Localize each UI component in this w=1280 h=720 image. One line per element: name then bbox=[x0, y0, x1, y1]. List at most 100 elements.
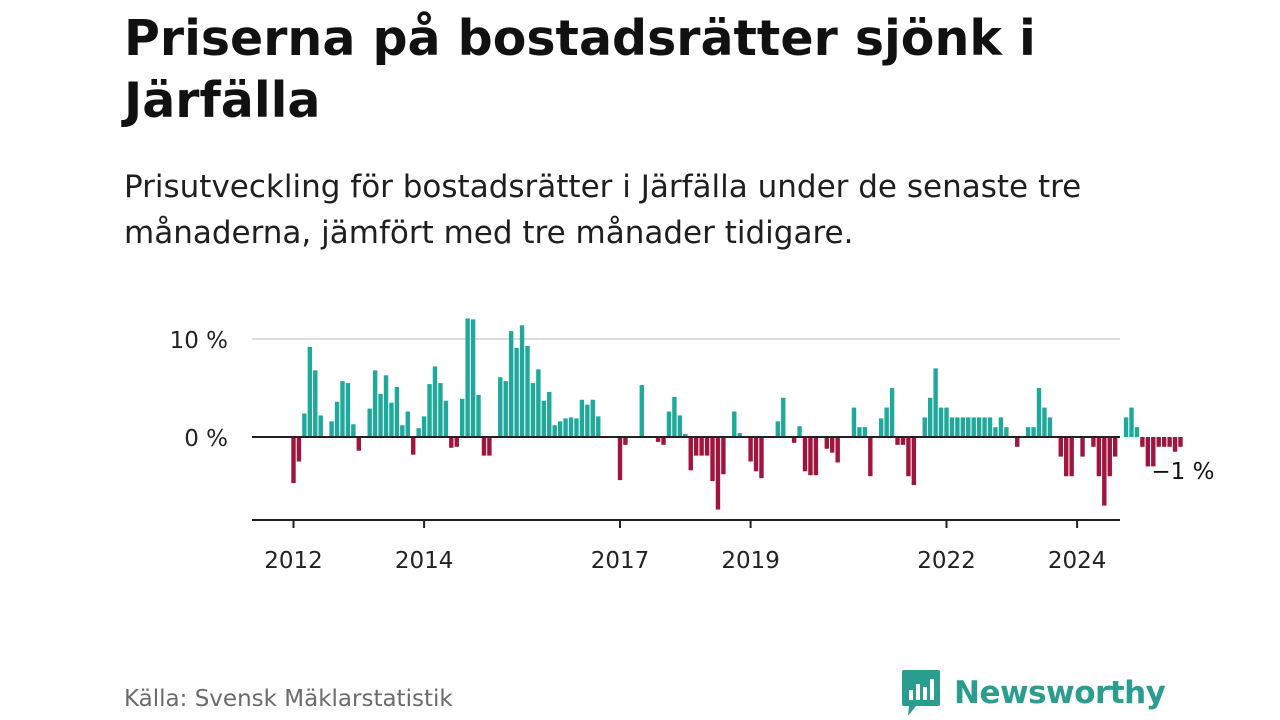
bar bbox=[939, 408, 943, 437]
bar bbox=[803, 437, 807, 471]
bar bbox=[498, 377, 502, 437]
x-tick-label: 2022 bbox=[917, 548, 976, 574]
bar bbox=[340, 381, 344, 437]
bar bbox=[373, 370, 377, 437]
bar bbox=[1031, 427, 1035, 437]
bar bbox=[1015, 437, 1019, 447]
bar bbox=[357, 437, 361, 451]
bar bbox=[313, 370, 317, 437]
bar bbox=[890, 388, 894, 437]
bar bbox=[1124, 417, 1128, 437]
bar bbox=[591, 400, 595, 437]
bar bbox=[672, 397, 676, 437]
bar bbox=[825, 437, 829, 449]
bar bbox=[514, 348, 518, 437]
bar bbox=[1135, 427, 1139, 437]
bar bbox=[863, 427, 867, 437]
bar bbox=[319, 415, 323, 437]
bar bbox=[955, 417, 959, 437]
bar bbox=[1097, 437, 1101, 476]
bar bbox=[966, 417, 970, 437]
bar bbox=[455, 437, 459, 447]
bar bbox=[694, 437, 698, 456]
bar bbox=[389, 403, 393, 437]
bar bbox=[814, 437, 818, 475]
x-tick-label: 2024 bbox=[1048, 548, 1107, 574]
bar bbox=[999, 417, 1003, 437]
bar bbox=[433, 366, 437, 437]
bar bbox=[1102, 437, 1106, 506]
x-tick-label: 2012 bbox=[264, 548, 323, 574]
bar bbox=[1162, 437, 1166, 447]
bar bbox=[378, 394, 382, 437]
bar bbox=[1178, 437, 1182, 447]
bar bbox=[912, 437, 916, 485]
bar bbox=[716, 437, 720, 510]
bar bbox=[1042, 408, 1046, 437]
bar bbox=[580, 400, 584, 437]
bar bbox=[950, 417, 954, 437]
bar bbox=[346, 383, 350, 437]
brand-name: Newsworthy bbox=[954, 675, 1165, 711]
bar bbox=[748, 437, 752, 462]
bar bbox=[1146, 437, 1150, 466]
bar bbox=[1140, 437, 1144, 447]
bar bbox=[438, 383, 442, 437]
bar bbox=[776, 421, 780, 437]
bar bbox=[640, 385, 644, 437]
bar bbox=[699, 437, 703, 456]
bar bbox=[384, 375, 388, 437]
bar bbox=[852, 408, 856, 437]
bar bbox=[732, 412, 736, 437]
bar bbox=[520, 325, 524, 437]
y-tick-label: 10 % bbox=[170, 328, 228, 354]
bar bbox=[928, 398, 932, 437]
bar bbox=[406, 412, 410, 437]
bar bbox=[705, 437, 709, 456]
bar bbox=[1108, 437, 1112, 476]
x-tick-label: 2019 bbox=[721, 548, 780, 574]
bar bbox=[808, 437, 812, 475]
bar bbox=[835, 437, 839, 462]
last-value-label: −1 % bbox=[1151, 459, 1214, 485]
x-tick-label: 2014 bbox=[395, 548, 454, 574]
bar bbox=[476, 395, 480, 437]
bar bbox=[302, 413, 306, 437]
bar bbox=[1080, 437, 1084, 457]
bar bbox=[879, 418, 883, 437]
bar bbox=[504, 381, 508, 437]
bar bbox=[1129, 408, 1133, 437]
bar bbox=[988, 417, 992, 437]
bar bbox=[901, 437, 905, 445]
bar bbox=[471, 319, 475, 437]
bar bbox=[351, 424, 355, 437]
bar bbox=[1026, 427, 1030, 437]
bar bbox=[857, 427, 861, 437]
bar bbox=[972, 417, 976, 437]
bar bbox=[689, 437, 693, 470]
axes bbox=[252, 437, 1120, 528]
bar-series bbox=[291, 318, 1182, 509]
bar bbox=[400, 425, 404, 437]
bar bbox=[525, 346, 529, 437]
bar bbox=[623, 437, 627, 445]
bar bbox=[542, 401, 546, 437]
bar bbox=[1157, 437, 1161, 447]
x-tick-label: 2017 bbox=[591, 548, 650, 574]
bar bbox=[297, 437, 301, 462]
bar bbox=[868, 437, 872, 476]
bar bbox=[482, 437, 486, 456]
bar bbox=[329, 421, 333, 437]
newsworthy-logo[interactable]: Newsworthy bbox=[900, 668, 1165, 718]
bar bbox=[411, 437, 415, 455]
bar bbox=[422, 416, 426, 437]
bar bbox=[884, 408, 888, 437]
bar bbox=[547, 392, 551, 437]
bar bbox=[977, 417, 981, 437]
bar bbox=[754, 437, 758, 471]
bar bbox=[710, 437, 714, 481]
bar bbox=[291, 437, 295, 483]
bar bbox=[335, 402, 339, 437]
bar bbox=[830, 437, 834, 453]
bar bbox=[558, 421, 562, 437]
